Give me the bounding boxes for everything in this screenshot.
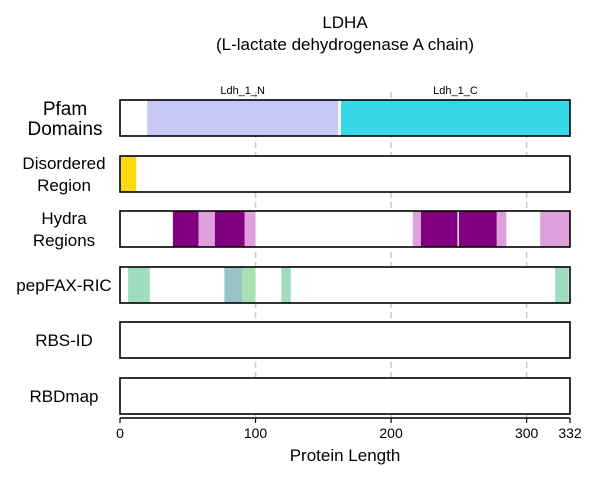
segment-bar bbox=[120, 156, 137, 192]
segment-bar bbox=[224, 267, 242, 303]
segment-bar bbox=[540, 211, 570, 247]
track-frame bbox=[119, 155, 571, 193]
chart-subtitle: (L-lactate dehydrogenase A chain) bbox=[216, 35, 474, 54]
track-label: pepFAX-RIC bbox=[16, 276, 111, 295]
segment-bar bbox=[281, 267, 291, 303]
track-background bbox=[120, 156, 570, 192]
track-label: Regions bbox=[33, 231, 95, 250]
track-frame bbox=[119, 377, 571, 415]
track-background bbox=[120, 322, 570, 358]
track-3: pepFAX-RIC bbox=[16, 266, 571, 304]
track-5: RBDmap bbox=[30, 377, 571, 415]
x-axis: 0 100 200 300 332 bbox=[116, 417, 582, 441]
segment-bar bbox=[244, 211, 256, 247]
track-label: Pfam bbox=[43, 99, 87, 120]
x-tick-label: 332 bbox=[558, 425, 582, 441]
domain-label: Ldh_1_N bbox=[220, 85, 265, 97]
x-axis-label: Protein Length bbox=[290, 446, 401, 465]
gridlines bbox=[254, 92, 528, 418]
track-frame bbox=[119, 266, 571, 304]
segment-bar bbox=[128, 267, 150, 303]
segment-bar bbox=[340, 100, 570, 136]
track-background bbox=[120, 378, 570, 414]
track-1: Disordered Region bbox=[22, 154, 571, 195]
track-frame bbox=[119, 321, 571, 359]
track-label: Domains bbox=[28, 119, 103, 140]
segment-bar bbox=[496, 211, 507, 247]
track-frame bbox=[119, 99, 571, 137]
track-2: Hydra Regions bbox=[33, 209, 571, 250]
x-tick-label: 0 bbox=[116, 425, 124, 441]
x-tick-label: 200 bbox=[379, 425, 403, 441]
x-tick-label: 300 bbox=[515, 425, 539, 441]
track-label: RBS-ID bbox=[35, 331, 93, 350]
segment-bar bbox=[241, 267, 256, 303]
track-4: RBS-ID bbox=[35, 321, 571, 359]
domain-label: Ldh_1_C bbox=[433, 85, 478, 97]
segment-bar bbox=[420, 211, 458, 247]
track-background bbox=[120, 267, 570, 303]
track-label: RBDmap bbox=[30, 387, 99, 406]
track-label: Disordered bbox=[22, 154, 105, 173]
segment-bar bbox=[555, 267, 569, 303]
segment-bar bbox=[458, 211, 497, 247]
track-label: Hydra bbox=[41, 209, 87, 228]
track-frame bbox=[119, 210, 571, 248]
segment-bar bbox=[198, 211, 215, 247]
chart-title: LDHA bbox=[322, 13, 368, 32]
segment-bar bbox=[147, 100, 339, 136]
track-label: Region bbox=[37, 176, 91, 195]
segment-bar bbox=[172, 211, 199, 247]
segment-bar bbox=[214, 211, 245, 247]
x-tick-label: 100 bbox=[244, 425, 268, 441]
segment-bar bbox=[412, 211, 421, 247]
